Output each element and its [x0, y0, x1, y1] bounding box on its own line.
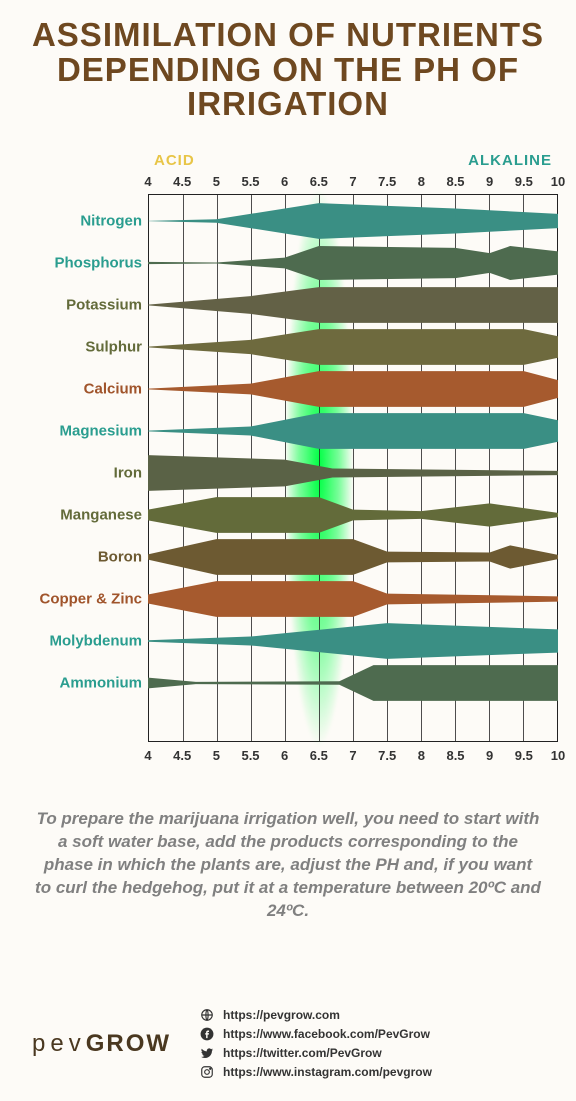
axis-tick: 6.5 [310, 174, 328, 189]
nutrient-band [148, 326, 558, 368]
axis-tick: 4 [144, 174, 151, 189]
axis-tick: 9.5 [515, 174, 533, 189]
ticks-bottom: 44.555.566.577.588.599.510 [148, 748, 558, 766]
nutrient-band [148, 284, 558, 326]
social-links: https://pevgrow.com https://www.facebook.… [199, 1004, 558, 1083]
axis-tick: 6 [281, 748, 288, 763]
nutrient-label: Nitrogen [18, 212, 142, 229]
axis-tick: 7.5 [378, 174, 396, 189]
footer: pevGROW https://pevgrow.com https://www.f… [32, 1004, 558, 1083]
axis-tick: 6.5 [310, 748, 328, 763]
link-text: https://pevgrow.com [223, 1008, 340, 1022]
link-text: https://www.facebook.com/PevGrow [223, 1027, 430, 1041]
nutrient-row: Copper & Zinc [18, 578, 558, 620]
axis-tick: 6 [281, 174, 288, 189]
globe-icon [199, 1007, 215, 1023]
social-link[interactable]: https://www.instagram.com/pevgrow [199, 1064, 558, 1080]
axis-tick: 9 [486, 748, 493, 763]
axis-tick: 9.5 [515, 748, 533, 763]
nutrient-label: Phosphorus [18, 254, 142, 271]
nutrient-row: Iron [18, 452, 558, 494]
nutrient-row: Phosphorus [18, 242, 558, 284]
link-text: https://twitter.com/PevGrow [223, 1046, 382, 1060]
axis-tick: 5 [213, 748, 220, 763]
nutrient-label: Potassium [18, 296, 142, 313]
ph-chart: ACID ALKALINE 44.555.566.577.588.599.510… [18, 152, 558, 762]
nutrient-row: Ammonium [18, 662, 558, 704]
nutrient-band [148, 242, 558, 284]
alkaline-label: ALKALINE [468, 152, 552, 169]
axis-tick: 10 [551, 174, 565, 189]
instagram-icon [199, 1064, 215, 1080]
nutrient-row: Nitrogen [18, 200, 558, 242]
axis-tick: 8 [418, 748, 425, 763]
ticks-top: 44.555.566.577.588.599.510 [148, 174, 558, 192]
axis-tick: 4 [144, 748, 151, 763]
nutrient-band [148, 620, 558, 662]
nutrient-row: Calcium [18, 368, 558, 410]
axis-tick: 5.5 [241, 174, 259, 189]
axis-tick: 4.5 [173, 174, 191, 189]
axis-tick: 7 [349, 748, 356, 763]
axis-tick: 7.5 [378, 748, 396, 763]
axis-tick: 9 [486, 174, 493, 189]
page-title: ASSIMILATION OF NUTRIENTS DEPENDING ON T… [0, 0, 576, 132]
social-link[interactable]: https://pevgrow.com [199, 1007, 558, 1023]
description-text: To prepare the marijuana irrigation well… [34, 808, 542, 923]
nutrient-row: Potassium [18, 284, 558, 326]
nutrient-label: Manganese [18, 506, 142, 523]
axis-tick: 8 [418, 174, 425, 189]
nutrient-row: Magnesium [18, 410, 558, 452]
nutrient-label: Sulphur [18, 338, 142, 355]
nutrient-band [148, 536, 558, 578]
pevgrow-logo: pevGROW [32, 1030, 171, 1058]
axis-tick: 5 [213, 174, 220, 189]
link-text: https://www.instagram.com/pevgrow [223, 1065, 432, 1079]
axis-tick: 5.5 [241, 748, 259, 763]
nutrient-row: Sulphur [18, 326, 558, 368]
axis-tick: 8.5 [446, 174, 464, 189]
nutrient-label: Ammonium [18, 674, 142, 691]
axis-tick: 7 [349, 174, 356, 189]
nutrient-label: Calcium [18, 380, 142, 397]
nutrient-band [148, 368, 558, 410]
logo-bold: GROW [86, 1030, 171, 1057]
acid-label: ACID [154, 152, 195, 169]
nutrient-label: Copper & Zinc [18, 590, 142, 607]
nutrient-rows: Nitrogen Phosphorus Potassium Sulphur Calciu… [18, 194, 558, 742]
facebook-icon [199, 1026, 215, 1042]
nutrient-label: Boron [18, 548, 142, 565]
twitter-icon [199, 1045, 215, 1061]
nutrient-label: Magnesium [18, 422, 142, 439]
axis-tick: 10 [551, 748, 565, 763]
axis-tick: 8.5 [446, 748, 464, 763]
nutrient-band [148, 200, 558, 242]
nutrient-label: Molybdenum [18, 632, 142, 649]
nutrient-band [148, 410, 558, 452]
logo-prefix: pev [32, 1030, 86, 1057]
nutrient-band [148, 452, 558, 494]
social-link[interactable]: https://twitter.com/PevGrow [199, 1045, 558, 1061]
nutrient-row: Boron [18, 536, 558, 578]
nutrient-band [148, 494, 558, 536]
axis-tick: 4.5 [173, 748, 191, 763]
nutrient-band [148, 578, 558, 620]
nutrient-row: Manganese [18, 494, 558, 536]
nutrient-label: Iron [18, 464, 142, 481]
nutrient-row: Molybdenum [18, 620, 558, 662]
nutrient-band [148, 662, 558, 704]
social-link[interactable]: https://www.facebook.com/PevGrow [199, 1026, 558, 1042]
